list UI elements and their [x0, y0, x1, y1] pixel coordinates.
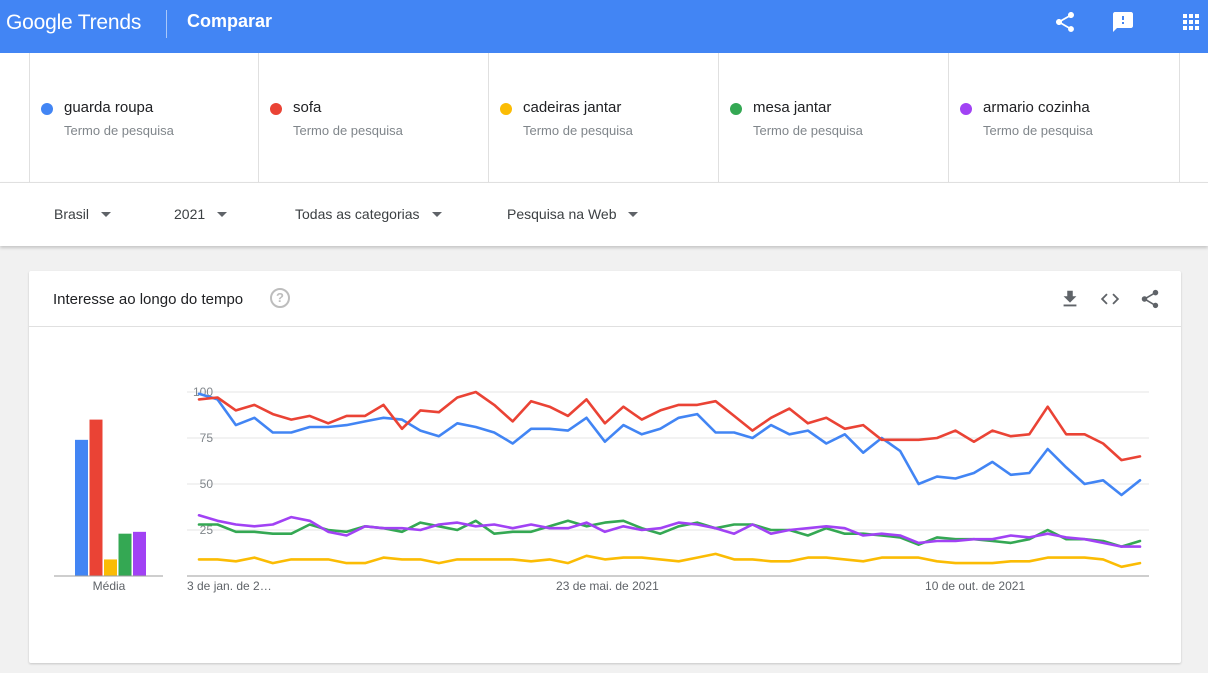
average-bar [118, 533, 132, 576]
region-value: Brasil [54, 206, 90, 222]
term-card[interactable]: mesa jantar Termo de pesquisa [719, 53, 949, 182]
average-bar [133, 531, 146, 576]
series-line [197, 390, 1142, 462]
share-icon[interactable] [1139, 288, 1161, 310]
x-tick-label: 23 de mai. de 2021 [556, 579, 659, 593]
category-dropdown[interactable]: Todas as categorias [295, 206, 442, 222]
term-card[interactable]: guarda roupa Termo de pesquisa [29, 53, 259, 182]
term-color-dot [500, 103, 512, 115]
card-divider [29, 326, 1181, 327]
term-color-dot [730, 103, 742, 115]
chevron-down-icon [628, 211, 639, 217]
term-color-dot [960, 103, 972, 115]
chevron-down-icon [431, 211, 442, 217]
term-type: Termo de pesquisa [293, 123, 403, 138]
page-title: Comparar [187, 11, 273, 31]
term-name[interactable]: cadeiras jantar [523, 99, 622, 116]
search-terms-panel: guarda roupa Termo de pesquisa sofa Term… [0, 53, 1208, 182]
feedback-icon[interactable] [1111, 10, 1135, 34]
term-type: Termo de pesquisa [523, 123, 633, 138]
share-icon[interactable] [1053, 10, 1077, 34]
term-name[interactable]: guarda roupa [64, 99, 154, 116]
term-name[interactable]: mesa jantar [753, 99, 832, 116]
series-line [197, 392, 1142, 497]
series-line [197, 552, 1142, 569]
term-color-dot [41, 103, 53, 115]
chevron-down-icon [101, 211, 112, 217]
term-card[interactable]: cadeiras jantar Termo de pesquisa [489, 53, 719, 182]
period-dropdown[interactable]: 2021 [174, 206, 228, 222]
period-value: 2021 [174, 206, 206, 222]
header-divider [166, 10, 167, 38]
term-type: Termo de pesquisa [753, 123, 863, 138]
term-card[interactable]: armario cozinha Termo de pesquisa [949, 53, 1180, 182]
chevron-down-icon [217, 211, 228, 217]
help-icon[interactable]: ? [270, 288, 290, 308]
series-line [197, 514, 1142, 548]
average-label: Média [93, 579, 126, 593]
category-value: Todas as categorias [295, 206, 420, 222]
filters-bar: Brasil 2021 Todas as categorias Pesquisa… [0, 182, 1208, 246]
y-tick-label: 25 [200, 523, 214, 537]
card-title: Interesse ao longo do tempo [53, 291, 244, 308]
y-tick-label: 75 [200, 431, 214, 445]
download-icon[interactable] [1059, 288, 1081, 310]
search-type-value: Pesquisa na Web [507, 206, 617, 222]
region-dropdown[interactable]: Brasil [54, 206, 112, 222]
term-color-dot [270, 103, 282, 115]
embed-icon[interactable] [1099, 288, 1121, 310]
google-trends-logo[interactable]: Google Trends [6, 11, 142, 34]
apps-icon[interactable] [1179, 10, 1203, 34]
term-name[interactable]: armario cozinha [983, 99, 1090, 116]
term-name[interactable]: sofa [293, 99, 322, 116]
y-tick-label: 50 [200, 477, 214, 491]
search-type-dropdown[interactable]: Pesquisa na Web [507, 206, 639, 222]
interest-over-time-card: Interesse ao longo do tempo ? 25 50 75 100 3… [29, 271, 1181, 663]
x-tick-label: 3 de jan. de 2… [187, 579, 272, 593]
average-bar [104, 559, 117, 576]
term-type: Termo de pesquisa [983, 123, 1093, 138]
term-card[interactable]: sofa Termo de pesquisa [259, 53, 489, 182]
average-bar [89, 419, 103, 576]
top-app-bar: Google Trends Comparar [0, 0, 1208, 53]
average-bar [75, 439, 88, 576]
term-type: Termo de pesquisa [64, 123, 174, 138]
x-tick-label: 10 de out. de 2021 [925, 579, 1025, 593]
